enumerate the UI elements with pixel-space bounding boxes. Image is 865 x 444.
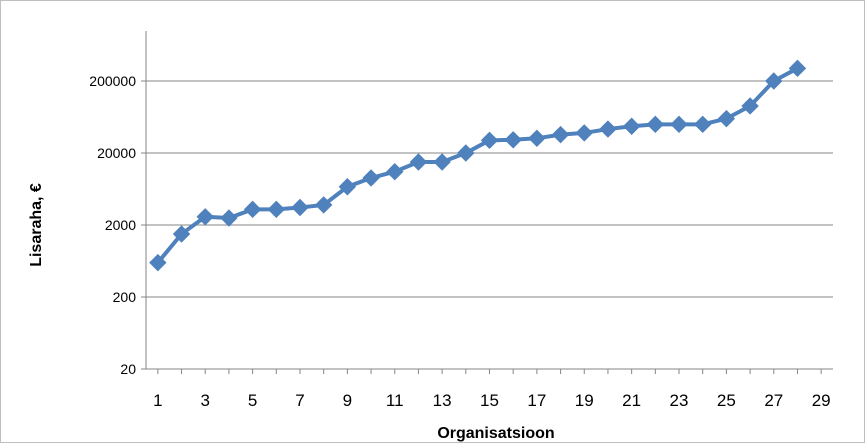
data-point [575, 124, 593, 142]
y-axis-title: Lisaraha, € [28, 183, 45, 267]
x-tick-label: 13 [433, 391, 452, 410]
data-point [599, 120, 617, 138]
x-tick-label: 15 [480, 391, 499, 410]
data-point [243, 200, 262, 219]
data-point [196, 208, 214, 226]
series-line [156, 66, 799, 264]
x-tick-label: 11 [386, 391, 404, 410]
data-point [314, 196, 333, 214]
data-point [172, 225, 191, 243]
data-point [291, 198, 309, 217]
y-tick-label: 20 [120, 361, 136, 377]
data-point [765, 72, 783, 90]
x-tick-label: 21 [622, 391, 641, 410]
data-point [693, 115, 712, 134]
x-tick-label: 7 [295, 391, 304, 410]
data-point [149, 253, 167, 272]
data-point [646, 115, 665, 134]
x-axis-title: Organisatsioon [437, 425, 554, 442]
data-point [670, 115, 688, 134]
x-tick-label: 5 [248, 391, 257, 410]
x-tick-label: 23 [670, 391, 689, 410]
data-point [622, 117, 641, 135]
data-point [433, 153, 451, 171]
data-point [220, 209, 238, 227]
data-point [504, 131, 522, 149]
data-point [528, 129, 546, 148]
x-tick-label: 25 [717, 391, 736, 410]
x-tick-label: 19 [575, 391, 594, 410]
y-tick-label: 20000 [97, 145, 136, 161]
data-point [409, 153, 428, 171]
data-point [717, 109, 736, 128]
x-tick-label: 3 [200, 391, 209, 410]
x-tick-label: 29 [812, 391, 831, 410]
data-point [741, 97, 759, 115]
data-point [551, 125, 570, 144]
data-point [362, 169, 380, 187]
x-tick-label: 17 [527, 391, 546, 410]
data-point [338, 178, 357, 196]
y-tick-label: 200000 [89, 73, 136, 89]
data-point [386, 162, 404, 181]
data-point [480, 131, 499, 150]
x-tick-label: 27 [764, 391, 783, 410]
x-tick-label: 9 [343, 391, 352, 410]
x-tick-label: 1 [153, 391, 162, 410]
data-point [457, 144, 475, 162]
y-tick-label: 200 [113, 289, 137, 305]
data-point [267, 200, 286, 219]
y-tick-label: 2000 [105, 217, 136, 233]
data-point [788, 59, 807, 78]
